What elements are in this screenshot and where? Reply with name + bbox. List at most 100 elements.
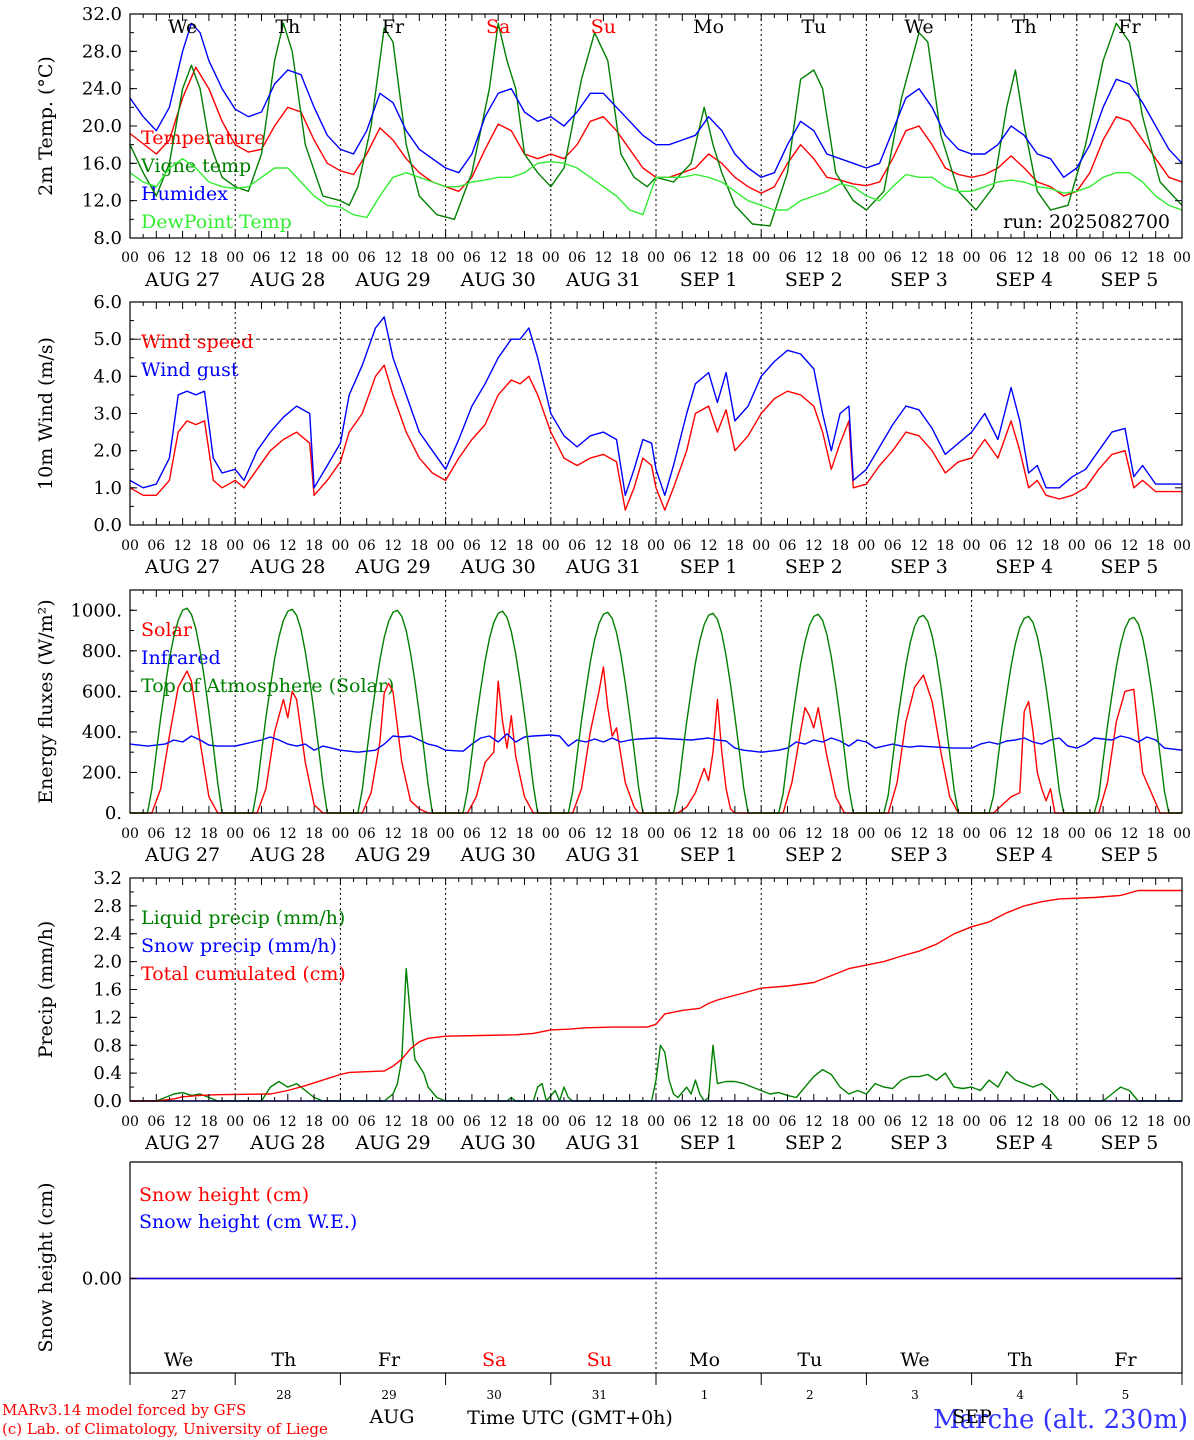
date-label: AUG 28 bbox=[249, 844, 325, 866]
legend-humidex-item: Humidex bbox=[141, 183, 228, 205]
hour-tick-label: 06 bbox=[358, 1114, 376, 1130]
y-tick-label: 6.0 bbox=[93, 292, 122, 313]
hour-tick-label: 12 bbox=[910, 1114, 928, 1130]
footer-model-credit: MARv3.14 model forced by GFS bbox=[2, 1401, 246, 1419]
date-label: SEP 4 bbox=[995, 844, 1053, 866]
hour-tick-label: 18 bbox=[516, 1114, 534, 1130]
hour-tick-label: 18 bbox=[1042, 538, 1060, 554]
hour-tick-label: 06 bbox=[673, 250, 691, 266]
hour-tick-label: 00 bbox=[1068, 1114, 1086, 1130]
day-number-label: 28 bbox=[276, 1388, 291, 1402]
weekday-label: Fr bbox=[1118, 16, 1141, 38]
date-label: AUG 30 bbox=[460, 844, 536, 866]
hour-tick-label: 06 bbox=[568, 538, 586, 554]
hour-tick-label: 00 bbox=[1173, 1114, 1191, 1130]
hour-tick-label: 12 bbox=[910, 538, 928, 554]
y-tick-label: 0.8 bbox=[93, 1035, 122, 1056]
hour-tick-label: 00 bbox=[1068, 538, 1086, 554]
y-tick-label: 0. bbox=[105, 803, 122, 824]
hour-tick-label: 00 bbox=[121, 1114, 139, 1130]
hour-tick-label: 18 bbox=[1042, 250, 1060, 266]
day-number-label: 29 bbox=[381, 1388, 396, 1402]
legend-solar-item: Solar bbox=[141, 619, 193, 641]
hour-tick-label: 00 bbox=[226, 538, 244, 554]
weekday-label: We bbox=[164, 1349, 193, 1371]
hour-tick-label: 18 bbox=[621, 250, 639, 266]
day-number-label: 5 bbox=[1122, 1388, 1130, 1402]
day-number-label: 3 bbox=[911, 1388, 919, 1402]
weekday-label: Su bbox=[591, 16, 616, 38]
hour-tick-label: 12 bbox=[1015, 1114, 1033, 1130]
hour-tick-label: 18 bbox=[831, 250, 849, 266]
y-axis-label: 10m Wind (m/s) bbox=[35, 337, 57, 490]
weekday-label: Sa bbox=[486, 16, 510, 38]
hour-tick-label: 00 bbox=[647, 538, 665, 554]
y-tick-label: 1.0 bbox=[93, 478, 122, 499]
hour-tick-label: 12 bbox=[1120, 1114, 1138, 1130]
date-label: SEP 3 bbox=[890, 1132, 948, 1154]
hour-tick-label: 06 bbox=[1094, 538, 1112, 554]
hour-tick-label: 12 bbox=[594, 538, 612, 554]
hour-tick-label: 00 bbox=[121, 826, 139, 842]
hour-tick-label: 18 bbox=[410, 826, 428, 842]
legend-liquid-item: Liquid precip (mm/h) bbox=[141, 907, 345, 929]
series-line-dewpoint-temp bbox=[129, 157, 1183, 219]
hour-tick-label: 00 bbox=[752, 250, 770, 266]
date-label: SEP 5 bbox=[1100, 1132, 1158, 1154]
date-label: AUG 27 bbox=[144, 844, 220, 866]
hour-tick-label: 18 bbox=[726, 250, 744, 266]
y-tick-label: 20.0 bbox=[82, 116, 122, 137]
hour-tick-label: 06 bbox=[1094, 1114, 1112, 1130]
legend-snow-we-item: Snow height (cm W.E.) bbox=[139, 1211, 357, 1233]
date-label: SEP 4 bbox=[995, 1132, 1053, 1154]
date-label: AUG 31 bbox=[565, 269, 641, 291]
hour-tick-label: 12 bbox=[700, 538, 718, 554]
hour-tick-label: 06 bbox=[253, 250, 271, 266]
hour-tick-label: 18 bbox=[200, 826, 218, 842]
weekday-labels-top: We Th Fr Sa Su Mo Tu We Th Fr bbox=[168, 16, 1141, 38]
hour-tick-label: 18 bbox=[831, 538, 849, 554]
hour-tick-label: 06 bbox=[358, 538, 376, 554]
hour-tick-label: 18 bbox=[621, 538, 639, 554]
y-tick-label: 2.4 bbox=[93, 924, 122, 945]
weekday-labels-bottom: We 27 Th 28 Fr 29 Sa 30 Su 31 Mo 1 Tu 2 We 3 Th 4 Fr 5 AUG SE… bbox=[164, 1349, 1137, 1428]
hour-tick-label: 00 bbox=[963, 1114, 981, 1130]
hour-tick-label: 12 bbox=[384, 826, 402, 842]
hour-tick-label: 00 bbox=[1068, 250, 1086, 266]
hour-tick-label: 06 bbox=[1094, 826, 1112, 842]
hour-tick-label: 00 bbox=[1173, 250, 1191, 266]
weekday-label: Fr bbox=[1114, 1349, 1137, 1371]
legend-total-item: Total cumulated (cm) bbox=[141, 963, 346, 985]
panel-0-plot: 00 06 12 18 00 06 12 18 00 06 12 18 00 06 12 18 00 06 12 18… bbox=[35, 4, 1191, 291]
location-label: Marche (alt. 230m) bbox=[933, 1405, 1188, 1435]
hour-tick-label: 00 bbox=[226, 250, 244, 266]
y-axis-label: 2m Temp. (°C) bbox=[35, 56, 57, 196]
day-number-label: 30 bbox=[487, 1388, 502, 1402]
hour-tick-label: 12 bbox=[279, 250, 297, 266]
y-tick-label: 0.0 bbox=[93, 515, 122, 536]
date-label: SEP 1 bbox=[680, 1132, 738, 1154]
y-tick-label: 0.4 bbox=[93, 1063, 122, 1084]
legend-temperature-item: Temperature bbox=[141, 127, 265, 149]
hour-tick-label: 00 bbox=[226, 1114, 244, 1130]
legend-snow-item: Snow precip (mm/h) bbox=[141, 935, 337, 957]
day-number-label: 31 bbox=[592, 1388, 607, 1402]
hour-tick-label: 00 bbox=[331, 250, 349, 266]
date-label: SEP 2 bbox=[785, 844, 843, 866]
hour-tick-label: 06 bbox=[568, 1114, 586, 1130]
series-line-humidex bbox=[129, 22, 1183, 179]
hour-tick-label: 12 bbox=[174, 538, 192, 554]
hour-tick-label: 12 bbox=[594, 250, 612, 266]
series-line-total-cumulated-cm bbox=[130, 889, 1182, 1102]
hour-tick-label: 00 bbox=[331, 538, 349, 554]
hour-tick-label: 18 bbox=[831, 1114, 849, 1130]
x-axis-title: Time UTC (GMT+0h) bbox=[467, 1407, 673, 1429]
hour-tick-label: 12 bbox=[1120, 538, 1138, 554]
hour-tick-label: 18 bbox=[200, 1114, 218, 1130]
hour-tick-label: 12 bbox=[700, 826, 718, 842]
hour-tick-label: 00 bbox=[542, 538, 560, 554]
hour-tick-label: 18 bbox=[305, 1114, 323, 1130]
hour-tick-label: 06 bbox=[779, 1114, 797, 1130]
date-label: SEP 5 bbox=[1100, 844, 1158, 866]
weekday-label: We bbox=[168, 16, 197, 38]
